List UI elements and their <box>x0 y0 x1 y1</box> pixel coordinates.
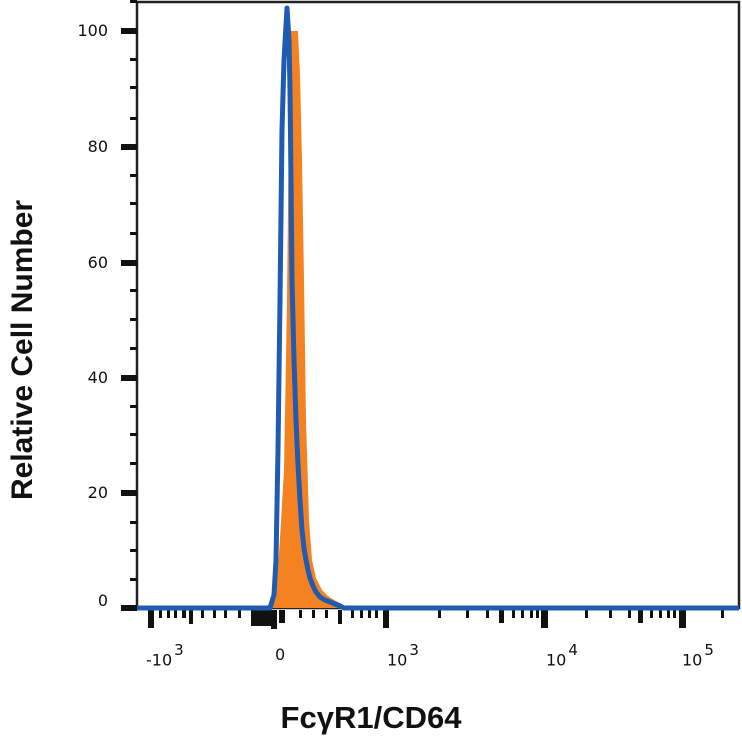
y-tick-20: 20 <box>87 483 108 502</box>
x-tick-1e4: 104 <box>546 641 578 670</box>
series-blue-line <box>137 5 739 611</box>
x-tick-0: 0 <box>275 645 285 664</box>
x-tick-1e3: 103 <box>387 641 419 670</box>
plot-frame <box>135 0 741 610</box>
y-tick-60: 60 <box>87 253 108 272</box>
x-tick-neg-1e3: -103 <box>146 641 184 670</box>
x-tick-exp: 4 <box>568 641 578 659</box>
y-axis-title: Relative Cell Number <box>6 200 40 500</box>
x-tick-base: 10 <box>682 650 703 670</box>
y-tick-80: 80 <box>87 137 108 156</box>
x-tick-exp: 5 <box>704 641 714 659</box>
y-tick-0: 0 <box>97 591 108 610</box>
x-tick-exp: 3 <box>174 641 184 659</box>
x-axis-ticks <box>148 610 724 629</box>
x-tick-base: 10 <box>387 650 408 670</box>
x-tick-base: 10 <box>546 650 567 670</box>
y-tick-40: 40 <box>87 368 108 387</box>
y-tick-100: 100 <box>77 21 108 40</box>
x-tick-1e5: 105 <box>682 641 714 670</box>
y-axis-title-text: Relative Cell Number <box>6 199 39 501</box>
y-axis-ticks <box>121 0 137 611</box>
x-tick-base: -10 <box>146 650 173 670</box>
x-axis-title: FcγR1/CD64 <box>280 700 462 735</box>
x-tick-exp: 3 <box>409 641 419 659</box>
x-tick-base: 0 <box>275 645 286 664</box>
